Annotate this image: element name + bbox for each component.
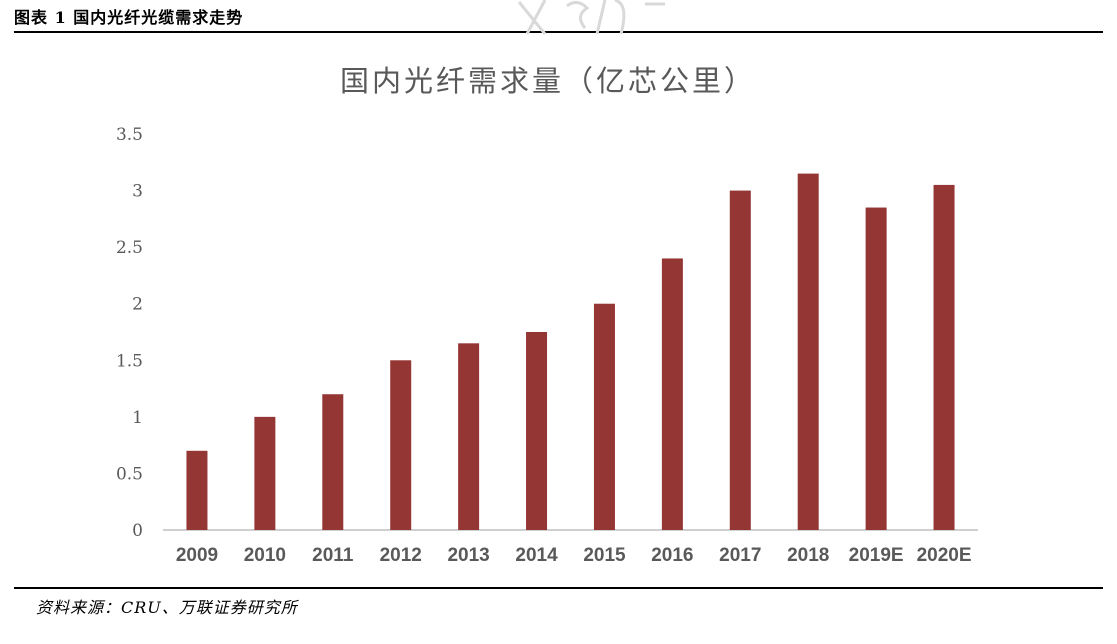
top-rule (14, 31, 1103, 33)
bar-2012 (390, 360, 412, 530)
bottom-rule (14, 587, 1103, 589)
bar-2016 (661, 258, 683, 530)
y-tick-label: 0 (132, 521, 143, 541)
x-tick-label: 2014 (515, 545, 558, 566)
x-axis: 2009 2010 2011 2012 2013 2014 2015 2016 2017 2018… (176, 545, 972, 566)
bar-2018 (797, 173, 819, 530)
bar-2020E (933, 184, 955, 530)
watermark-logo (517, 0, 665, 35)
y-tick-label: 3.5 (116, 125, 143, 145)
bar-2009 (186, 450, 208, 530)
figure-caption: 图表 1 国内光纤光缆需求走势 (14, 8, 244, 27)
chart-title: 国内光纤需求量（亿芯公里） (340, 64, 756, 98)
x-tick-label: 2015 (583, 545, 626, 566)
y-tick-label: 2 (132, 295, 143, 315)
bar-2013 (458, 343, 480, 530)
x-tick-label: 2010 (244, 545, 286, 566)
y-tick-label: 1.5 (116, 351, 143, 371)
x-tick-label: 2011 (312, 545, 354, 566)
y-axis: 0 0.5 1 1.5 2 2.5 3 3.5 (116, 125, 143, 541)
source-note: 资料来源：CRU、万联证券研究所 (36, 598, 298, 617)
x-tick-label: 2019E (849, 545, 904, 566)
bar-2014 (526, 332, 548, 530)
bar-2019E (865, 207, 887, 531)
x-tick-label: 2012 (380, 545, 422, 566)
bar-2015 (593, 303, 615, 530)
bar-2017 (729, 190, 751, 531)
y-tick-label: 0.5 (116, 464, 143, 484)
bar-2011 (322, 394, 344, 530)
x-tick-label: 2009 (176, 545, 218, 566)
y-tick-label: 2.5 (116, 238, 143, 258)
x-tick-label: 2020E (917, 545, 972, 566)
x-tick-label: 2017 (719, 545, 761, 566)
bar-2010 (254, 416, 276, 530)
y-tick-label: 3 (132, 182, 143, 202)
x-tick-label: 2013 (447, 545, 489, 566)
y-tick-label: 1 (132, 408, 143, 428)
bars-group (186, 173, 955, 531)
x-tick-label: 2018 (787, 545, 829, 566)
x-tick-label: 2016 (651, 545, 693, 566)
